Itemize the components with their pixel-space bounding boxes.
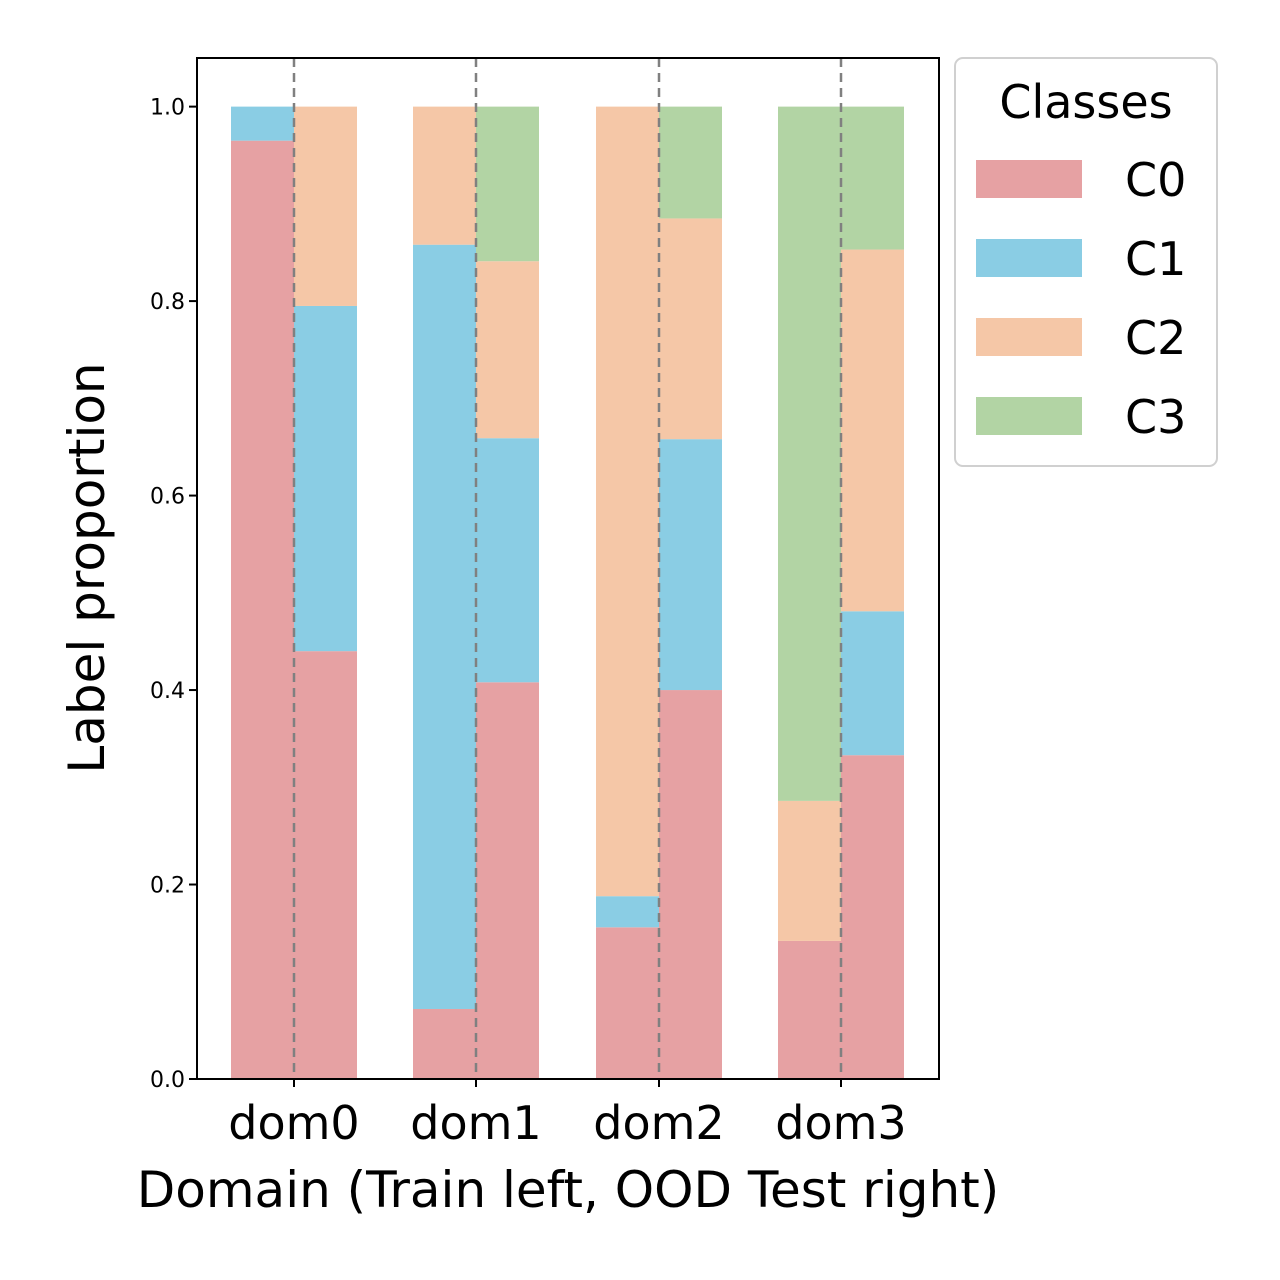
bar-dom3-test-c1 bbox=[841, 611, 904, 756]
bar-dom1-train-c0 bbox=[413, 1008, 476, 1079]
bar-dom0-test-c2 bbox=[294, 106, 357, 306]
bar-dom2-train-c2 bbox=[596, 106, 659, 897]
x-tick-label-dom1: dom1 bbox=[410, 1096, 541, 1150]
bar-dom0-train-c0 bbox=[231, 140, 294, 1080]
y-axis: 0.0 0.2 0.4 0.6 0.8 1.0 bbox=[150, 96, 197, 1093]
legend-label-c1: C1 bbox=[1125, 232, 1186, 286]
bar-dom1-test-c2 bbox=[476, 261, 539, 439]
bar-dom2-train-c0 bbox=[596, 927, 659, 1079]
y-tick-label: 0.6 bbox=[150, 485, 185, 510]
bar-dom0-test-c0 bbox=[294, 651, 357, 1079]
bar-dom0-train-c1 bbox=[231, 106, 294, 141]
legend: Classes C0 C1 C2 C3 bbox=[954, 57, 1218, 467]
bar-dom2-train-c1 bbox=[596, 896, 659, 928]
bar-dom1-test-c1 bbox=[476, 438, 539, 683]
x-tick-label-dom3: dom3 bbox=[775, 1096, 906, 1150]
bar-dom2-test-c0 bbox=[659, 690, 722, 1079]
x-axis: dom0 dom1 dom2 dom3 bbox=[228, 1079, 907, 1150]
legend-label-c3: C3 bbox=[1125, 390, 1186, 444]
legend-title: Classes bbox=[999, 75, 1172, 129]
bar-dom1-test-c0 bbox=[476, 682, 539, 1079]
y-tick-label: 0.8 bbox=[150, 290, 185, 315]
y-tick-label: 0.0 bbox=[150, 1068, 185, 1093]
bar-dom1-train-c2 bbox=[413, 106, 476, 245]
bar-dom1-test-c3 bbox=[476, 106, 539, 262]
legend-swatch-c0 bbox=[976, 160, 1082, 198]
x-tick-label-dom2: dom2 bbox=[593, 1096, 724, 1150]
legend-label-c0: C0 bbox=[1125, 153, 1186, 207]
bar-dom3-train-c2 bbox=[778, 800, 841, 941]
bar-dom2-test-c2 bbox=[659, 218, 722, 440]
y-tick-label: 0.2 bbox=[150, 874, 185, 899]
legend-label-c2: C2 bbox=[1125, 311, 1186, 365]
bars-layer bbox=[231, 106, 904, 1080]
legend-swatch-c2 bbox=[976, 318, 1082, 356]
bar-dom3-train-c0 bbox=[778, 940, 841, 1079]
y-axis-title: Label proportion bbox=[58, 362, 116, 773]
bar-dom3-test-c3 bbox=[841, 106, 904, 250]
y-tick-label: 0.4 bbox=[150, 679, 185, 704]
y-tick-label: 1.0 bbox=[150, 96, 185, 121]
bar-dom2-test-c1 bbox=[659, 439, 722, 691]
bar-dom3-test-c0 bbox=[841, 755, 904, 1079]
bar-dom1-train-c1 bbox=[413, 244, 476, 1009]
plot-frame bbox=[196, 57, 940, 1080]
x-tick-label-dom0: dom0 bbox=[228, 1096, 359, 1150]
bar-dom0-test-c1 bbox=[294, 305, 357, 652]
x-axis-title: Domain (Train left, OOD Test right) bbox=[137, 1161, 1000, 1219]
bar-dom3-test-c2 bbox=[841, 249, 904, 612]
bar-dom3-train-c3 bbox=[778, 106, 841, 801]
domain-dividers bbox=[292, 58, 843, 1079]
legend-swatch-c1 bbox=[976, 239, 1082, 277]
bar-dom2-test-c3 bbox=[659, 106, 722, 219]
legend-swatch-c3 bbox=[976, 397, 1082, 435]
